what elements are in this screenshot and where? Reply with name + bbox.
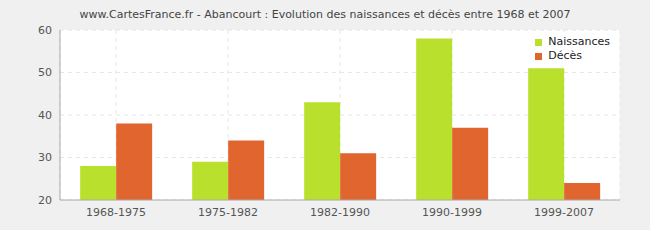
html-text:Décès: Décès: [548, 49, 582, 62]
svg-text:20: 20: [38, 194, 52, 207]
svg-text:1999-2007: 1999-2007: [534, 206, 594, 219]
html-text:Naissances: Naissances: [548, 35, 610, 48]
svg-text:1990-1999: 1990-1999: [422, 206, 482, 219]
svg-text:40: 40: [38, 109, 52, 122]
svg-text:50: 50: [38, 66, 52, 79]
html-text:www.CartesFrance.fr - Abancour: www.CartesFrance.fr - Abancourt : Evolut…: [79, 8, 571, 21]
svg-text:1982-1990: 1982-1990: [310, 206, 370, 219]
svg-text:1975-1982: 1975-1982: [198, 206, 258, 219]
svg-text:30: 30: [38, 151, 52, 164]
svg-text:60: 60: [38, 24, 52, 37]
svg-text:1968-1975: 1968-1975: [86, 206, 146, 219]
